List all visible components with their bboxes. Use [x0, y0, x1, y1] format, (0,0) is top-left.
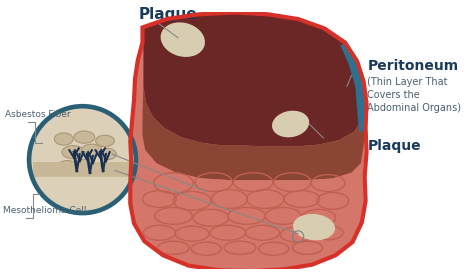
Polygon shape: [340, 43, 365, 131]
Ellipse shape: [293, 214, 335, 240]
Text: Covers the: Covers the: [367, 90, 420, 100]
Text: Asbestos Fiber: Asbestos Fiber: [5, 111, 70, 119]
Ellipse shape: [62, 145, 84, 159]
Ellipse shape: [55, 133, 73, 145]
Ellipse shape: [161, 22, 205, 57]
Bar: [33, 161, 132, 177]
Text: (Thin Layer That: (Thin Layer That: [367, 77, 448, 87]
Ellipse shape: [96, 135, 114, 147]
Ellipse shape: [77, 159, 96, 171]
Ellipse shape: [82, 144, 102, 156]
Text: Plaque: Plaque: [139, 7, 197, 22]
Text: Plaque: Plaque: [367, 139, 421, 153]
Polygon shape: [143, 87, 365, 180]
Polygon shape: [131, 13, 365, 270]
Ellipse shape: [74, 131, 95, 143]
Text: Mesothelioma Cell: Mesothelioma Cell: [3, 206, 86, 215]
Polygon shape: [131, 150, 364, 270]
Ellipse shape: [93, 163, 109, 175]
Polygon shape: [144, 13, 364, 147]
Text: Abdominal Organs): Abdominal Organs): [367, 103, 462, 113]
Ellipse shape: [100, 148, 116, 159]
Circle shape: [28, 105, 137, 214]
Text: Peritoneum: Peritoneum: [367, 59, 458, 73]
Polygon shape: [129, 10, 368, 273]
Ellipse shape: [272, 111, 309, 137]
Ellipse shape: [57, 161, 78, 174]
